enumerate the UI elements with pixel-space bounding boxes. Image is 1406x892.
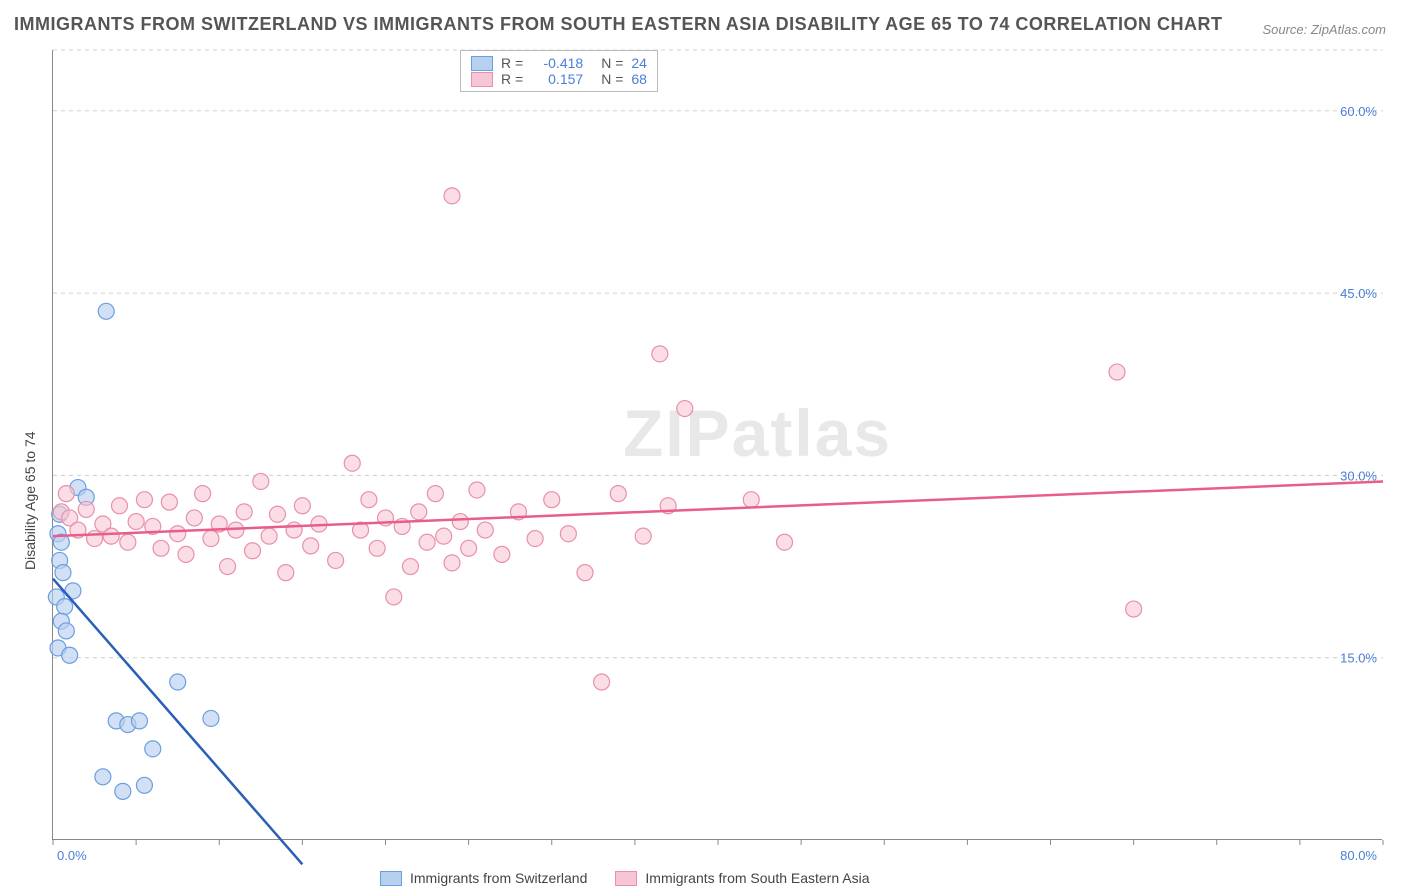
data-point <box>444 188 460 204</box>
data-point <box>344 455 360 471</box>
x-tick-label: 80.0% <box>1340 848 1377 863</box>
data-point <box>610 486 626 502</box>
data-point <box>477 522 493 538</box>
data-point <box>328 552 344 568</box>
y-tick-label: 45.0% <box>1340 286 1377 301</box>
data-point <box>594 674 610 690</box>
chart-source: Source: ZipAtlas.com <box>1262 22 1386 37</box>
data-point <box>186 510 202 526</box>
data-point <box>170 674 186 690</box>
data-point <box>436 528 452 544</box>
legend-n-value: 24 <box>631 55 647 71</box>
legend-swatch <box>615 871 637 886</box>
legend-label: Immigrants from Switzerland <box>410 870 587 886</box>
data-point <box>527 531 543 547</box>
legend-r-value: 0.157 <box>531 71 583 87</box>
data-point <box>427 486 443 502</box>
legend-row: R = 0.157 N = 68 <box>471 71 647 87</box>
legend-n-label: N = <box>601 55 623 71</box>
data-point <box>161 494 177 510</box>
data-point <box>286 522 302 538</box>
data-point <box>58 486 74 502</box>
data-point <box>278 565 294 581</box>
data-point <box>57 599 73 615</box>
legend-n-value: 68 <box>631 71 647 87</box>
data-point <box>120 534 136 550</box>
data-point <box>203 710 219 726</box>
y-tick-label: 15.0% <box>1340 651 1377 666</box>
trend-line <box>53 481 1383 536</box>
data-point <box>78 501 94 517</box>
data-point <box>170 526 186 542</box>
plot-area: ZIPatlas 15.0%30.0%45.0%60.0%0.0%80.0% <box>52 50 1382 840</box>
legend-r-label: R = <box>501 55 523 71</box>
data-point <box>452 514 468 530</box>
legend-row: R = -0.418 N = 24 <box>471 55 647 71</box>
data-point <box>62 647 78 663</box>
legend-swatch <box>380 871 402 886</box>
data-point <box>294 498 310 514</box>
data-point <box>677 401 693 417</box>
data-point <box>178 546 194 562</box>
y-axis-title: Disability Age 65 to 74 <box>22 431 38 570</box>
data-point <box>203 531 219 547</box>
data-point <box>220 559 236 575</box>
data-point <box>386 589 402 605</box>
data-point <box>98 303 114 319</box>
data-point <box>236 504 252 520</box>
data-point <box>419 534 435 550</box>
data-point <box>652 346 668 362</box>
legend-label: Immigrants from South Eastern Asia <box>645 870 869 886</box>
legend-correlation: R = -0.418 N = 24 R = 0.157 N = 68 <box>460 50 658 92</box>
data-point <box>1126 601 1142 617</box>
data-point <box>128 514 144 530</box>
data-point <box>469 482 485 498</box>
data-point <box>261 528 277 544</box>
y-tick-label: 60.0% <box>1340 104 1377 119</box>
x-tick-label: 0.0% <box>57 848 87 863</box>
data-point <box>361 492 377 508</box>
data-point <box>461 540 477 556</box>
data-point <box>577 565 593 581</box>
data-point <box>136 777 152 793</box>
data-point <box>402 559 418 575</box>
legend-r-label: R = <box>501 71 523 87</box>
data-point <box>58 623 74 639</box>
data-point <box>55 565 71 581</box>
data-point <box>777 534 793 550</box>
data-point <box>635 528 651 544</box>
data-point <box>103 528 119 544</box>
legend-item: Immigrants from Switzerland <box>380 870 587 886</box>
legend-r-value: -0.418 <box>531 55 583 71</box>
legend-item: Immigrants from South Eastern Asia <box>615 870 869 886</box>
legend-swatch <box>471 72 493 87</box>
data-point <box>253 473 269 489</box>
data-point <box>444 555 460 571</box>
data-point <box>136 492 152 508</box>
data-point <box>153 540 169 556</box>
data-point <box>743 492 759 508</box>
data-point <box>269 506 285 522</box>
data-point <box>245 543 261 559</box>
chart-title: IMMIGRANTS FROM SWITZERLAND VS IMMIGRANT… <box>14 14 1223 35</box>
data-point <box>112 498 128 514</box>
data-point <box>411 504 427 520</box>
data-point <box>195 486 211 502</box>
legend-series: Immigrants from Switzerland Immigrants fr… <box>380 870 869 886</box>
legend-swatch <box>471 56 493 71</box>
data-point <box>544 492 560 508</box>
data-point <box>494 546 510 562</box>
chart-svg: 15.0%30.0%45.0%60.0%0.0%80.0% <box>53 50 1383 840</box>
data-point <box>145 741 161 757</box>
data-point <box>369 540 385 556</box>
data-point <box>95 769 111 785</box>
data-point <box>560 526 576 542</box>
data-point <box>115 783 131 799</box>
data-point <box>131 713 147 729</box>
data-point <box>1109 364 1125 380</box>
legend-n-label: N = <box>601 71 623 87</box>
trend-line <box>53 579 302 865</box>
data-point <box>303 538 319 554</box>
